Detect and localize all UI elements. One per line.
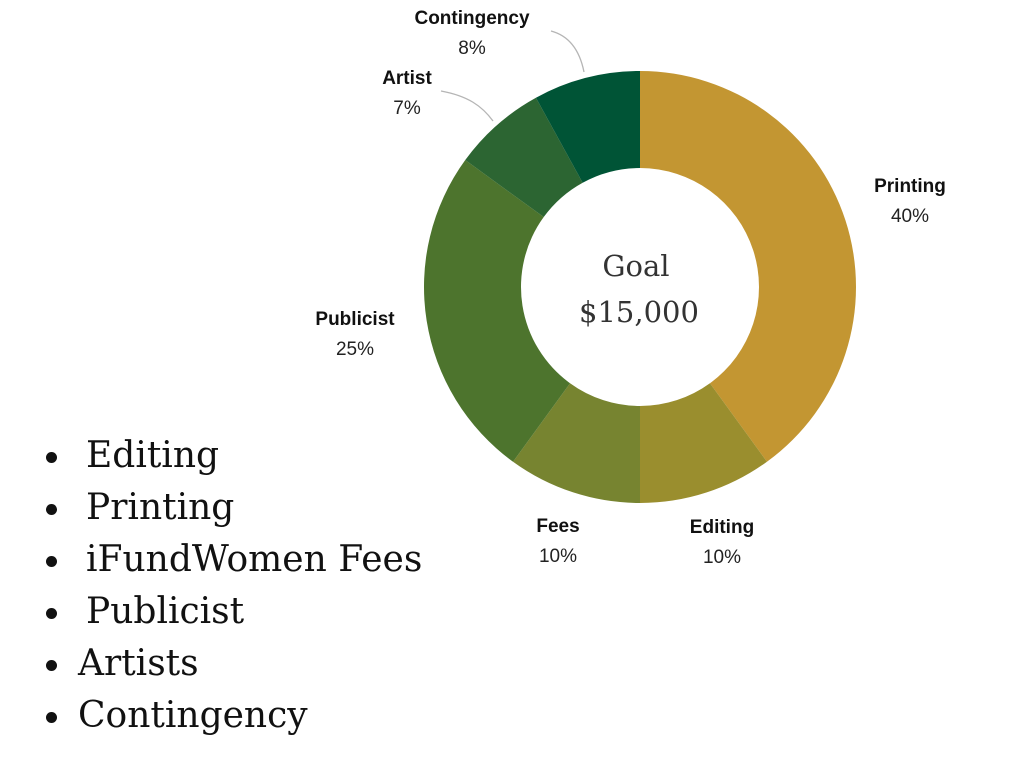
slice-printing	[640, 71, 856, 462]
bullet-icon	[46, 712, 57, 723]
center-goal-amount: $15,000	[579, 295, 699, 329]
bullet-icon	[46, 504, 57, 515]
slice-percent-printing: 40%	[891, 206, 929, 227]
bullet-icon	[46, 660, 57, 671]
slice-editing	[640, 383, 767, 503]
bullet-icon	[46, 556, 57, 567]
slice-percent-artist: 7%	[393, 98, 421, 119]
slice-label-editing: Editing	[690, 517, 754, 538]
slice-label-publicist: Publicist	[315, 309, 395, 330]
center-goal-label: Goal	[602, 249, 669, 283]
slice-publicist	[424, 160, 571, 462]
slice-label-contingency: Contingency	[414, 8, 529, 29]
leader-line-contingency	[550, 30, 585, 73]
slice-artist	[465, 97, 583, 218]
bullet-icon	[46, 452, 57, 463]
slice-percent-editing: 10%	[703, 547, 741, 568]
slice-labels: Printing 40% Editing 10% Fees 10% Publicist 25%…	[315, 8, 945, 568]
slice-percent-publicist: 25%	[336, 339, 374, 360]
leader-lines	[440, 30, 585, 122]
slice-contingency	[535, 71, 640, 183]
slice-label-printing: Printing	[874, 176, 946, 197]
slice-percent-fees: 10%	[539, 546, 577, 567]
slice-label-artist: Artist	[382, 68, 432, 89]
donut-slices	[424, 71, 856, 503]
slice-percent-contingency: 8%	[458, 38, 486, 59]
slice-fees	[513, 383, 640, 503]
bullet-icon	[46, 608, 57, 619]
slice-label-fees: Fees	[536, 516, 579, 537]
leader-line-artist	[440, 90, 494, 122]
